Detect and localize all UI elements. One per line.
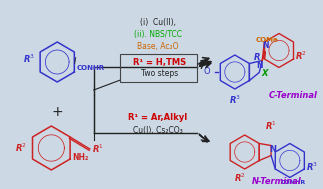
- Text: O: O: [203, 67, 210, 77]
- Text: C-Terminal: C-Terminal: [269, 91, 318, 99]
- Text: N-Terminal: N-Terminal: [251, 177, 301, 187]
- Text: N: N: [270, 145, 276, 153]
- Text: R$^3$: R$^3$: [306, 161, 318, 173]
- Text: NH₂: NH₂: [72, 153, 89, 161]
- Text: Base, Ac₂O: Base, Ac₂O: [137, 42, 179, 50]
- Text: R$^1$: R$^1$: [92, 143, 103, 155]
- Text: X: X: [262, 68, 268, 77]
- Text: R$^1$: R$^1$: [265, 119, 277, 132]
- Text: R¹ = H,TMS: R¹ = H,TMS: [133, 59, 186, 67]
- Text: N: N: [262, 41, 268, 50]
- Text: CONHR: CONHR: [76, 65, 104, 71]
- Text: +: +: [51, 105, 63, 119]
- Text: R¹ = Ar,Alkyl: R¹ = Ar,Alkyl: [128, 114, 187, 122]
- Text: I: I: [74, 57, 77, 66]
- Text: N: N: [256, 60, 263, 70]
- Text: CONHR: CONHR: [281, 180, 307, 185]
- Text: COMe: COMe: [256, 37, 279, 43]
- Text: R: R: [254, 53, 261, 63]
- Text: R$^3$: R$^3$: [229, 94, 241, 106]
- Text: R$^2$: R$^2$: [234, 172, 245, 184]
- Bar: [120, 54, 197, 82]
- Text: R$^2$: R$^2$: [15, 142, 26, 154]
- Text: Cu(I), Cs₂CO₃: Cu(I), Cs₂CO₃: [133, 125, 183, 135]
- Text: R$^2$: R$^2$: [296, 50, 307, 62]
- Text: Two steps: Two steps: [141, 70, 179, 78]
- Text: (ii). NBS/TCC: (ii). NBS/TCC: [134, 29, 182, 39]
- Text: (i)  Cu(II),: (i) Cu(II),: [140, 18, 176, 26]
- Text: R$^3$: R$^3$: [23, 53, 35, 65]
